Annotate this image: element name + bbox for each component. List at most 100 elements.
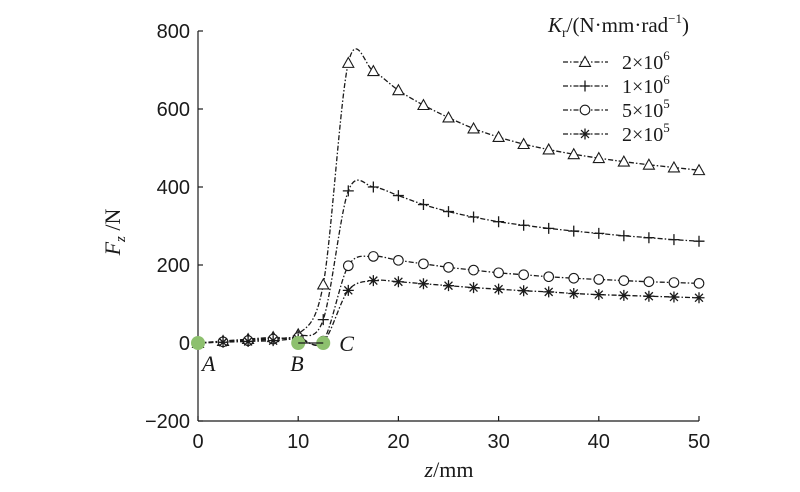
y-tick-label: 200 [157, 255, 190, 277]
annotation-label-c: C [339, 331, 354, 356]
y-axis-label-unit: /N [100, 208, 125, 236]
data-point [443, 280, 454, 292]
legend-title-unit: /(N·mm·rad [567, 13, 669, 37]
data-point [443, 206, 454, 218]
data-point [468, 282, 480, 294]
legend-label: 2×105 [622, 120, 670, 146]
data-point [568, 225, 580, 237]
legend-marker-star [579, 128, 591, 140]
axes [197, 30, 700, 422]
data-point [442, 110, 455, 123]
legend-entry: 2×105 [563, 120, 670, 146]
data-point [468, 211, 480, 223]
legend-title-sub: r [562, 26, 567, 41]
data-point [518, 285, 530, 297]
x-axis-label-var: z [424, 457, 434, 482]
legend-title-var: K [547, 13, 563, 37]
data-point [443, 261, 454, 273]
data-point [543, 222, 555, 234]
y-axis-label-var: F [100, 241, 125, 256]
annotation-point-a [191, 336, 205, 350]
series-line [197, 179, 700, 344]
legend-entry: 5×105 [563, 96, 670, 122]
data-point [393, 254, 404, 266]
legend-label-exp: 5 [663, 96, 670, 111]
data-point [367, 181, 379, 193]
data-point [217, 336, 229, 348]
x-tick-label: 50 [688, 431, 710, 453]
legend-marker-triangle [578, 55, 592, 67]
y-tick-label: 0 [179, 333, 190, 355]
data-point [618, 230, 630, 242]
data-point [542, 142, 556, 155]
series-star [192, 275, 705, 349]
data-point [668, 234, 680, 246]
x-tick-label: 30 [487, 431, 509, 453]
legend-entry: 2×106 [563, 48, 670, 74]
data-point [493, 283, 505, 295]
legend-title: Kr/(N·mm·rad−1) [547, 11, 689, 41]
data-point [593, 289, 605, 301]
annotation-label-a: A [200, 351, 216, 376]
data-point [668, 291, 680, 303]
data-point [391, 83, 405, 96]
data-point [341, 56, 355, 68]
data-point [316, 277, 330, 290]
legend-marker-plus [579, 80, 591, 92]
data-point [342, 185, 354, 197]
data-point [317, 314, 329, 326]
data-point [342, 284, 354, 296]
data-point [642, 158, 656, 170]
data-point [418, 258, 429, 270]
legend-marker-circle [579, 104, 591, 116]
data-point [417, 278, 429, 290]
data-point [417, 98, 430, 111]
annotations: A B C [191, 331, 354, 376]
x-tick-label: 0 [192, 431, 203, 453]
data-point [493, 267, 504, 279]
data-point [467, 121, 480, 134]
x-axis-label: z/mm [424, 457, 474, 482]
data-point [417, 199, 429, 211]
data-point [692, 163, 706, 176]
legend-title-exp: −1 [668, 11, 682, 26]
data-point [643, 232, 655, 244]
data-point [568, 287, 580, 299]
x-axis-label-unit: /mm [433, 457, 473, 482]
data-point [693, 277, 705, 289]
data-point [367, 275, 379, 287]
data-point [518, 219, 530, 231]
legend-label-base: 2×10 [622, 124, 663, 146]
data-point [567, 147, 581, 160]
data-point [392, 276, 404, 288]
legend-label-base: 5×10 [622, 100, 663, 122]
legend-entry: 1×106 [563, 72, 670, 98]
legend-title-close: ) [682, 13, 689, 37]
y-tick-label: 600 [157, 99, 190, 121]
y-tick-label: −200 [145, 411, 190, 433]
data-point [366, 64, 380, 77]
data-point [617, 155, 631, 167]
data-point [543, 286, 555, 298]
data-point [593, 274, 605, 285]
data-point [643, 290, 655, 302]
data-point [667, 160, 681, 173]
data-point [267, 335, 279, 347]
y-axis-label: Fz /N [100, 208, 129, 256]
data-point [517, 137, 531, 150]
series-circle [192, 251, 705, 349]
x-tick-label: 40 [588, 431, 610, 453]
data-point [518, 269, 530, 281]
legend-label: 5×105 [622, 96, 670, 122]
y-tick-label: 800 [157, 21, 190, 43]
data-point [392, 190, 404, 202]
data-point [618, 275, 630, 286]
legend-label: 1×106 [622, 72, 670, 98]
data-point [643, 276, 655, 288]
legend-label-exp: 6 [663, 72, 670, 87]
annotation-label-b: B [290, 351, 303, 376]
legend-label-base: 2×10 [622, 52, 663, 74]
